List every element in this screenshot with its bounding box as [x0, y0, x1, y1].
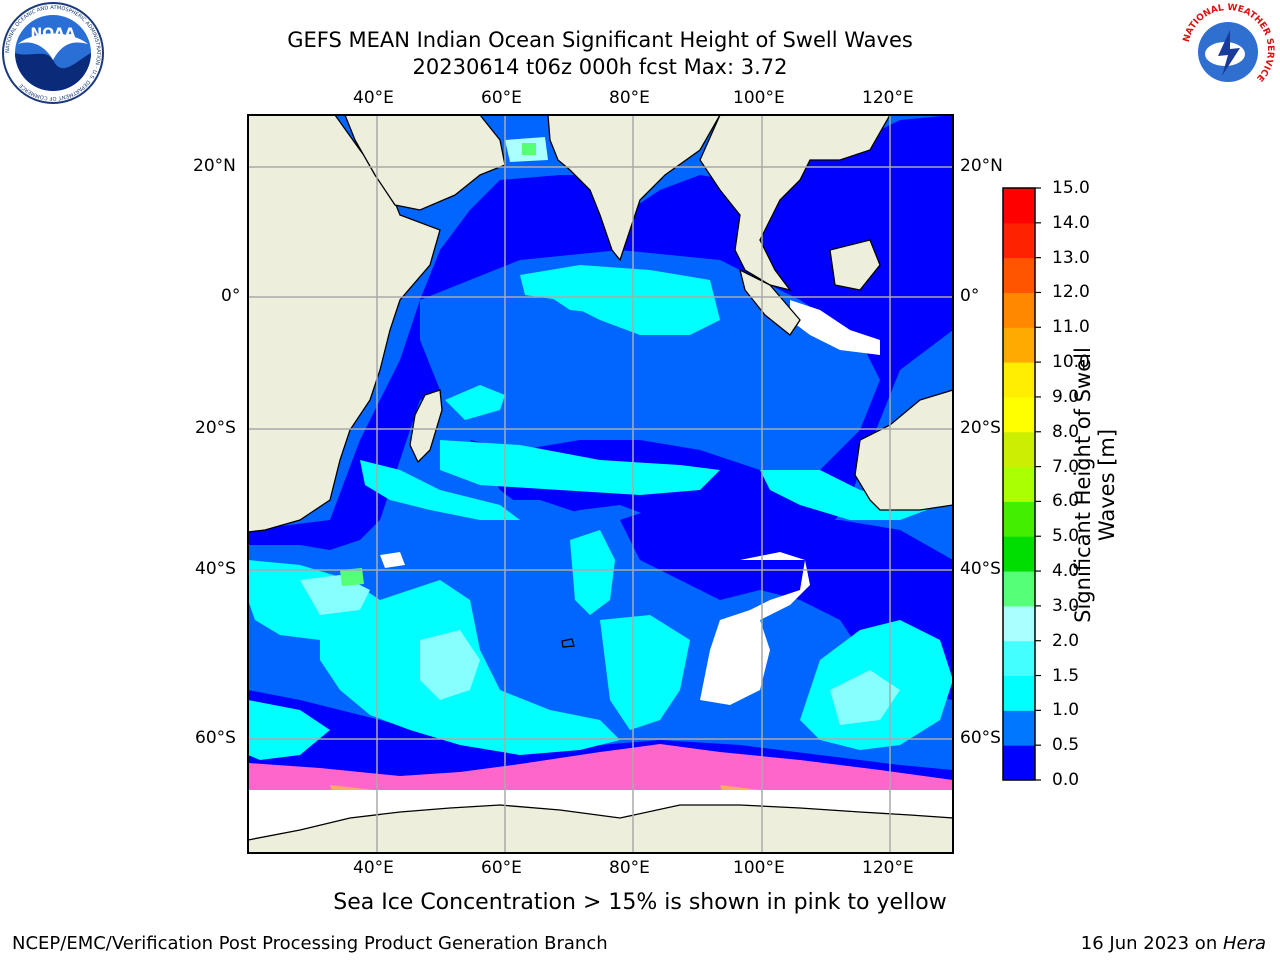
lon-label-top: 120°E — [862, 88, 914, 108]
colorbar-segment — [1003, 466, 1035, 502]
colorbar-segment — [1003, 188, 1035, 224]
colorbar-tick-label: 10.0 — [1052, 352, 1090, 373]
footer-host: Hera — [1222, 933, 1266, 954]
lat-label-right: 20°S — [960, 418, 1001, 438]
colorbar-tick-label: 12.0 — [1052, 282, 1090, 303]
colorbar-segment — [1003, 605, 1035, 642]
colorbar-segment — [1003, 640, 1035, 677]
masked-area — [790, 300, 880, 355]
colorbar-segment — [1003, 745, 1035, 781]
colorbar-tick-label: 13.0 — [1052, 247, 1090, 268]
lat-label-left: 40°S — [195, 559, 236, 579]
lat-label-left: 20°N — [193, 156, 236, 176]
colorbar-tick-label: 0.5 — [1052, 735, 1080, 756]
colorbar-segment — [1003, 292, 1035, 328]
colorbar-tick-label: 0.0 — [1052, 770, 1080, 790]
lon-label-bottom: 40°E — [353, 858, 394, 878]
colorbar-tick-label: 5.0 — [1052, 526, 1080, 547]
colorbar-tick-label: 1.0 — [1052, 700, 1080, 721]
swell-zone-cyan — [600, 615, 690, 730]
colorbar-tick-label: 14.0 — [1052, 212, 1090, 233]
swell-zone-cyan — [570, 530, 615, 615]
footer-date: 16 Jun 2023 on Hera — [1081, 933, 1266, 954]
colorbar-segment — [1003, 501, 1035, 537]
lon-label-bottom: 100°E — [733, 858, 785, 878]
swell-zone-cyan — [360, 460, 520, 520]
sea-ice-edge — [248, 744, 953, 790]
colorbar-tick-label: 8.0 — [1052, 421, 1080, 442]
colorbar-title: Significant Height of Swell Waves [m] — [1071, 347, 1119, 623]
lat-label-right: 0° — [960, 286, 980, 306]
colorbar-tick-label: 2.0 — [1052, 630, 1080, 651]
swell-zone-cyan — [440, 440, 720, 495]
sea-ice-caption: Sea Ice Concentration > 15% is shown in … — [333, 890, 947, 915]
colorbar-segment — [1003, 222, 1035, 259]
land-madagascar — [409, 389, 443, 464]
masked-area — [700, 552, 810, 705]
swell-zone-peak — [522, 143, 536, 155]
swell-zone-light — [420, 630, 480, 700]
land-arabia — [344, 114, 506, 211]
colorbar-tick-label: 9.0 — [1052, 386, 1080, 407]
land-antarctica — [247, 804, 954, 854]
map-grid — [248, 115, 953, 853]
colorbar-segment — [1003, 571, 1035, 607]
land-sumatra — [739, 268, 801, 336]
map-subtitle: 20230614 t06z 000h fcst Max: 3.72 — [412, 55, 788, 79]
colorbar-tick-label: 7.0 — [1052, 456, 1080, 477]
map-area — [247, 114, 954, 854]
colorbar-frame — [1002, 187, 1036, 781]
land-borneo — [829, 239, 881, 291]
lon-label-top: 60°E — [481, 88, 522, 108]
masked-area — [380, 552, 405, 568]
lat-label-right: 40°S — [960, 559, 1001, 579]
footer-date-text: 16 Jun 2023 on — [1080, 933, 1223, 954]
swell-zone-cyan — [445, 385, 505, 420]
lon-label-bottom: 80°E — [609, 858, 650, 878]
footer-credit: NCEP/EMC/Verification Post Processing Pr… — [12, 933, 608, 954]
noaa-logo: NATIONAL OCEANIC AND ATMOSPHERIC ADMINIS… — [2, 2, 104, 104]
lat-label-right: 60°S — [960, 728, 1001, 748]
lon-label-bottom: 60°E — [481, 858, 522, 878]
lon-label-bottom: 120°E — [862, 858, 914, 878]
lon-label-top: 80°E — [609, 88, 650, 108]
colorbar-tick-label: 3.0 — [1052, 595, 1080, 616]
map-frame — [247, 114, 954, 854]
noaa-logo-text: NOAA — [31, 26, 76, 42]
colorbar-segment — [1003, 536, 1035, 572]
colorbar-tick-label: 4.0 — [1052, 561, 1080, 582]
swell-zone-cyan — [248, 700, 330, 760]
lon-label-top: 100°E — [733, 88, 785, 108]
colorbar-tick-label: 6.0 — [1052, 491, 1080, 512]
colorbar-segment — [1003, 327, 1035, 363]
colorbar-segment — [1003, 257, 1035, 293]
kerguelen-island — [561, 638, 575, 648]
colorbar-segment — [1003, 675, 1035, 711]
swell-zone-peak — [340, 568, 364, 586]
lat-label-left: 0° — [221, 286, 241, 306]
colorbar-segment — [1003, 362, 1035, 398]
lon-label-top: 40°E — [353, 88, 394, 108]
colorbar-tick-label: 1.5 — [1052, 665, 1080, 686]
lat-label-left: 20°S — [195, 418, 236, 438]
land-southeast-asia — [699, 114, 892, 292]
colorbar-segment — [1003, 710, 1035, 746]
lat-label-left: 60°S — [195, 728, 236, 748]
colorbar-segment — [1003, 396, 1035, 433]
colorbar-tick-label: 11.0 — [1052, 317, 1090, 338]
colorbar-segment — [1003, 431, 1035, 468]
nws-logo: NATIONAL WEATHER SERVICE — [1180, 2, 1276, 98]
colorbar-tick-label: 15.0 — [1052, 178, 1090, 198]
colorbar — [1002, 187, 1041, 781]
land-india — [547, 114, 722, 262]
land-australia — [854, 389, 954, 511]
swell-zone-cyan — [540, 285, 650, 315]
lat-label-right: 20°N — [960, 156, 1003, 176]
map-title: GEFS MEAN Indian Ocean Significant Heigh… — [287, 28, 913, 52]
swell-zone-light — [830, 670, 900, 725]
